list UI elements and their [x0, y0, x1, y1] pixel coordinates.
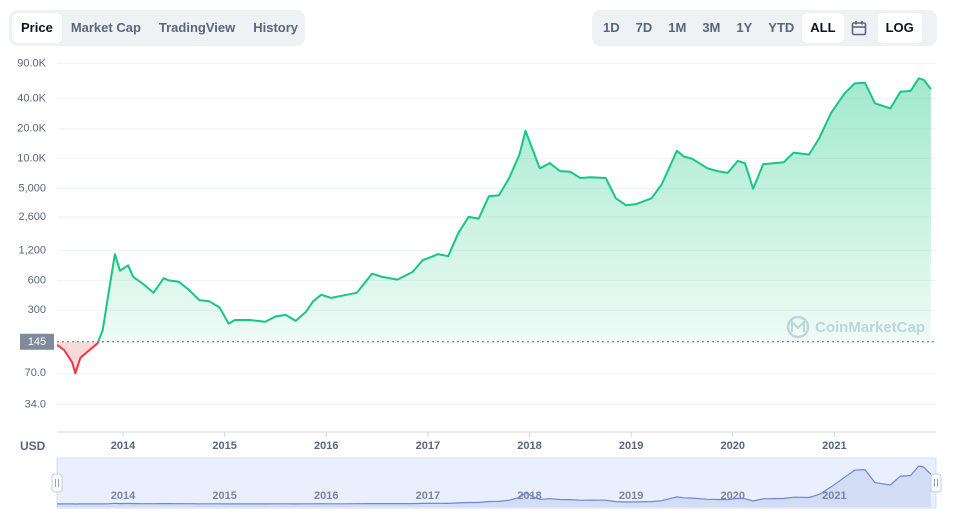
navigator-year-label: 2016 [314, 490, 338, 502]
range-button[interactable]: 3M [702, 20, 721, 35]
y-tick-label: 90.0K [17, 58, 46, 70]
tab[interactable]: Price [12, 13, 62, 43]
navigator-area [57, 466, 931, 507]
range-selector: 1D 7D 1M 3M 1Y YTD ALL LOG [592, 10, 937, 46]
x-tick-label: 2019 [619, 440, 643, 452]
baseline-label: 145 [28, 336, 46, 348]
log-button[interactable]: LOG [877, 13, 922, 43]
x-tick-label: 2018 [517, 440, 541, 452]
chart-tabs: Price Market Cap TradingView History [9, 10, 305, 46]
calendar-icon [851, 21, 866, 36]
y-tick-label: 40.0K [17, 93, 46, 105]
x-tick-label: 2020 [721, 440, 745, 452]
navigator [56, 457, 937, 509]
price-line [97, 77, 932, 342]
price-area [57, 341, 99, 374]
watermark-text: CoinMarketCap [815, 319, 925, 336]
y-tick-label: 2,600 [18, 211, 46, 223]
x-tick-label: 2015 [212, 440, 236, 452]
navigator-line [57, 465, 932, 505]
navigator-handle [930, 473, 942, 493]
navigator-year-label: 2020 [721, 490, 745, 502]
navigator-year-label: 2017 [416, 490, 440, 502]
tab[interactable]: Market Cap [70, 20, 141, 35]
x-tick-label: 2016 [314, 440, 338, 452]
y-tick-label: 5,000 [18, 183, 46, 195]
navigator-year-label: 2021 [822, 490, 846, 502]
currency-label: USD [20, 439, 46, 453]
range-button[interactable]: YTD [768, 20, 795, 35]
price-area [57, 78, 931, 342]
navigator-year-label: 2015 [212, 490, 236, 502]
y-tick-label: 1,200 [18, 244, 46, 256]
calendar-button[interactable] [844, 13, 874, 43]
range-button[interactable]: 7D [635, 20, 653, 35]
y-tick-label: 20.0K [17, 123, 46, 135]
baseline-label-box [20, 333, 54, 350]
range-button[interactable]: 1M [668, 20, 687, 35]
navigator-year-label: 2018 [517, 490, 541, 502]
range-button[interactable]: 1D [603, 20, 620, 35]
x-tick-label: 2017 [416, 440, 440, 452]
y-tick-label: 600 [28, 274, 46, 286]
range-button[interactable]: 1Y [736, 20, 753, 35]
navigator-handle [51, 473, 63, 493]
x-tick-label: 2021 [822, 440, 846, 452]
navigator-year-label: 2014 [111, 490, 136, 502]
tab[interactable]: History [253, 20, 299, 35]
tab[interactable]: TradingView [158, 20, 236, 35]
watermark: CoinMarketCap [786, 315, 925, 339]
navigator-year-label: 2019 [619, 490, 643, 502]
y-tick-label: 34.0 [25, 398, 46, 410]
y-tick-label: 70.0 [25, 367, 46, 379]
y-tick-label: 10.0K [17, 153, 46, 165]
y-tick-label: 300 [28, 304, 46, 316]
x-tick-label: 2014 [111, 440, 136, 452]
price-line [57, 341, 100, 375]
range-button[interactable]: ALL [802, 13, 844, 43]
